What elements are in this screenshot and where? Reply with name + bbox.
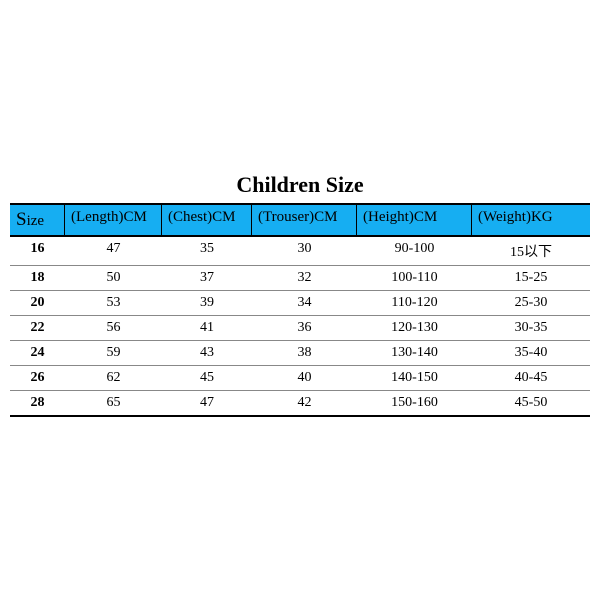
table-row: 20533934110-12025-30 — [10, 291, 590, 316]
col-header-size: Size — [10, 205, 65, 235]
table-body: 1647353090-10015以下18503732100-11015-2520… — [10, 237, 590, 415]
table-cell: 16 — [10, 237, 65, 265]
table-cell: 100-110 — [357, 266, 472, 290]
col-header-height: (Height)CM — [357, 205, 472, 235]
table-cell: 140-150 — [357, 366, 472, 390]
table-cell: 20 — [10, 291, 65, 315]
table-cell: 34 — [252, 291, 357, 315]
table-row: 18503732100-11015-25 — [10, 266, 590, 291]
size-table: Size (Length)CM (Chest)CM (Trouser)CM (H… — [10, 203, 590, 417]
table-cell: 15-25 — [472, 266, 590, 290]
table-cell: 45 — [162, 366, 252, 390]
table-cell: 28 — [10, 391, 65, 415]
table-cell: 45-50 — [472, 391, 590, 415]
table-cell: 47 — [162, 391, 252, 415]
col-header-trouser: (Trouser)CM — [252, 205, 357, 235]
table-row: 22564136120-13030-35 — [10, 316, 590, 341]
table-cell: 35 — [162, 237, 252, 265]
table-row: 26624540140-15040-45 — [10, 366, 590, 391]
table-header-row: Size (Length)CM (Chest)CM (Trouser)CM (H… — [10, 205, 590, 237]
table-cell: 32 — [252, 266, 357, 290]
table-cell: 24 — [10, 341, 65, 365]
table-cell: 38 — [252, 341, 357, 365]
table-cell: 59 — [65, 341, 162, 365]
table-cell: 30 — [252, 237, 357, 265]
table-cell: 130-140 — [357, 341, 472, 365]
table-cell: 18 — [10, 266, 65, 290]
page-container: Children Size Size (Length)CM (Chest)CM … — [0, 0, 600, 600]
table-cell: 65 — [65, 391, 162, 415]
table-cell: 36 — [252, 316, 357, 340]
table-cell: 22 — [10, 316, 65, 340]
table-cell: 30-35 — [472, 316, 590, 340]
table-cell: 90-100 — [357, 237, 472, 265]
table-cell: 39 — [162, 291, 252, 315]
table-title: Children Size — [0, 172, 600, 198]
table-cell: 41 — [162, 316, 252, 340]
table-cell: 150-160 — [357, 391, 472, 415]
col-header-weight: (Weight)KG — [472, 205, 590, 235]
table-cell: 120-130 — [357, 316, 472, 340]
col-header-length: (Length)CM — [65, 205, 162, 235]
table-cell: 50 — [65, 266, 162, 290]
table-row: 24594338130-14035-40 — [10, 341, 590, 366]
table-cell: 15以下 — [472, 237, 590, 265]
table-cell: 47 — [65, 237, 162, 265]
table-cell: 56 — [65, 316, 162, 340]
col-header-chest: (Chest)CM — [162, 205, 252, 235]
table-cell: 42 — [252, 391, 357, 415]
table-row: 1647353090-10015以下 — [10, 237, 590, 266]
table-row: 28654742150-16045-50 — [10, 391, 590, 415]
table-cell: 40-45 — [472, 366, 590, 390]
table-cell: 37 — [162, 266, 252, 290]
table-cell: 35-40 — [472, 341, 590, 365]
table-cell: 110-120 — [357, 291, 472, 315]
table-cell: 53 — [65, 291, 162, 315]
table-cell: 40 — [252, 366, 357, 390]
table-cell: 25-30 — [472, 291, 590, 315]
table-cell: 26 — [10, 366, 65, 390]
table-cell: 43 — [162, 341, 252, 365]
table-cell: 62 — [65, 366, 162, 390]
